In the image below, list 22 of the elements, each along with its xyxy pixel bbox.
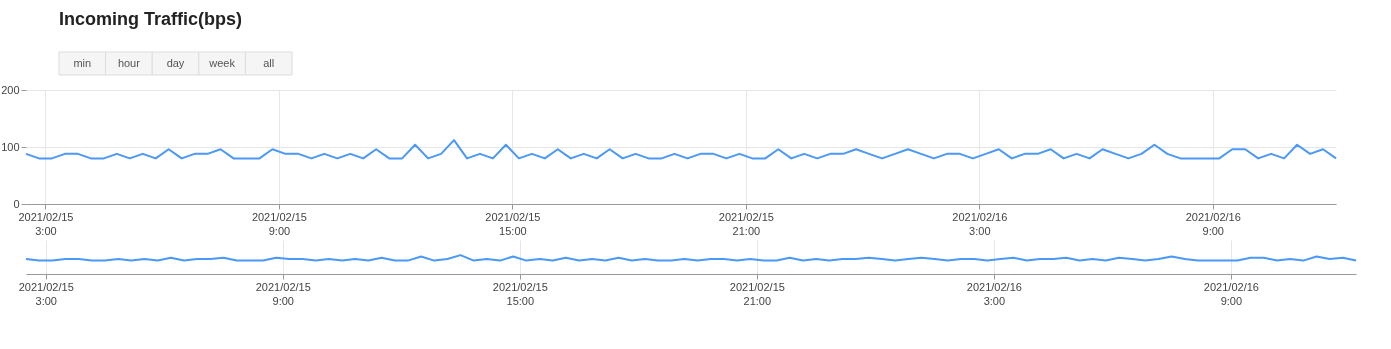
x-tick-label: 2021/02/15 21:00 (729, 280, 785, 307)
x-tick-label: 2021/02/16 9:00 (1203, 280, 1259, 307)
line-series (25, 139, 1337, 160)
y-tick-label: 200 (1, 83, 20, 96)
x-tick-label: 2021/02/15 21:00 (718, 210, 774, 237)
x-tick-label: 2021/02/15 15:00 (485, 210, 541, 237)
y-tick-label: 100 (1, 140, 20, 153)
x-tick-label: 2021/02/15 15:00 (492, 280, 548, 307)
text: all (263, 56, 275, 69)
x-tick-label: 2021/02/15 9:00 (255, 280, 311, 307)
text: min (73, 56, 92, 69)
x-tick-label: 2021/02/16 3:00 (966, 280, 1022, 307)
x-tick-label: 2021/02/15 3:00 (18, 280, 74, 307)
chart-title: Incoming Traffic(bps) (59, 9, 243, 29)
y-tick-label: 0 (13, 197, 20, 210)
x-tick-label: 2021/02/16 9:00 (1185, 210, 1241, 237)
x-tick-label: 2021/02/15 9:00 (251, 210, 307, 237)
text: day (166, 56, 185, 69)
x-tick-label: 2021/02/16 3:00 (952, 210, 1008, 237)
text: hour (117, 56, 141, 69)
text: week (208, 56, 236, 69)
x-tick-label: 2021/02/15 3:00 (18, 210, 74, 237)
